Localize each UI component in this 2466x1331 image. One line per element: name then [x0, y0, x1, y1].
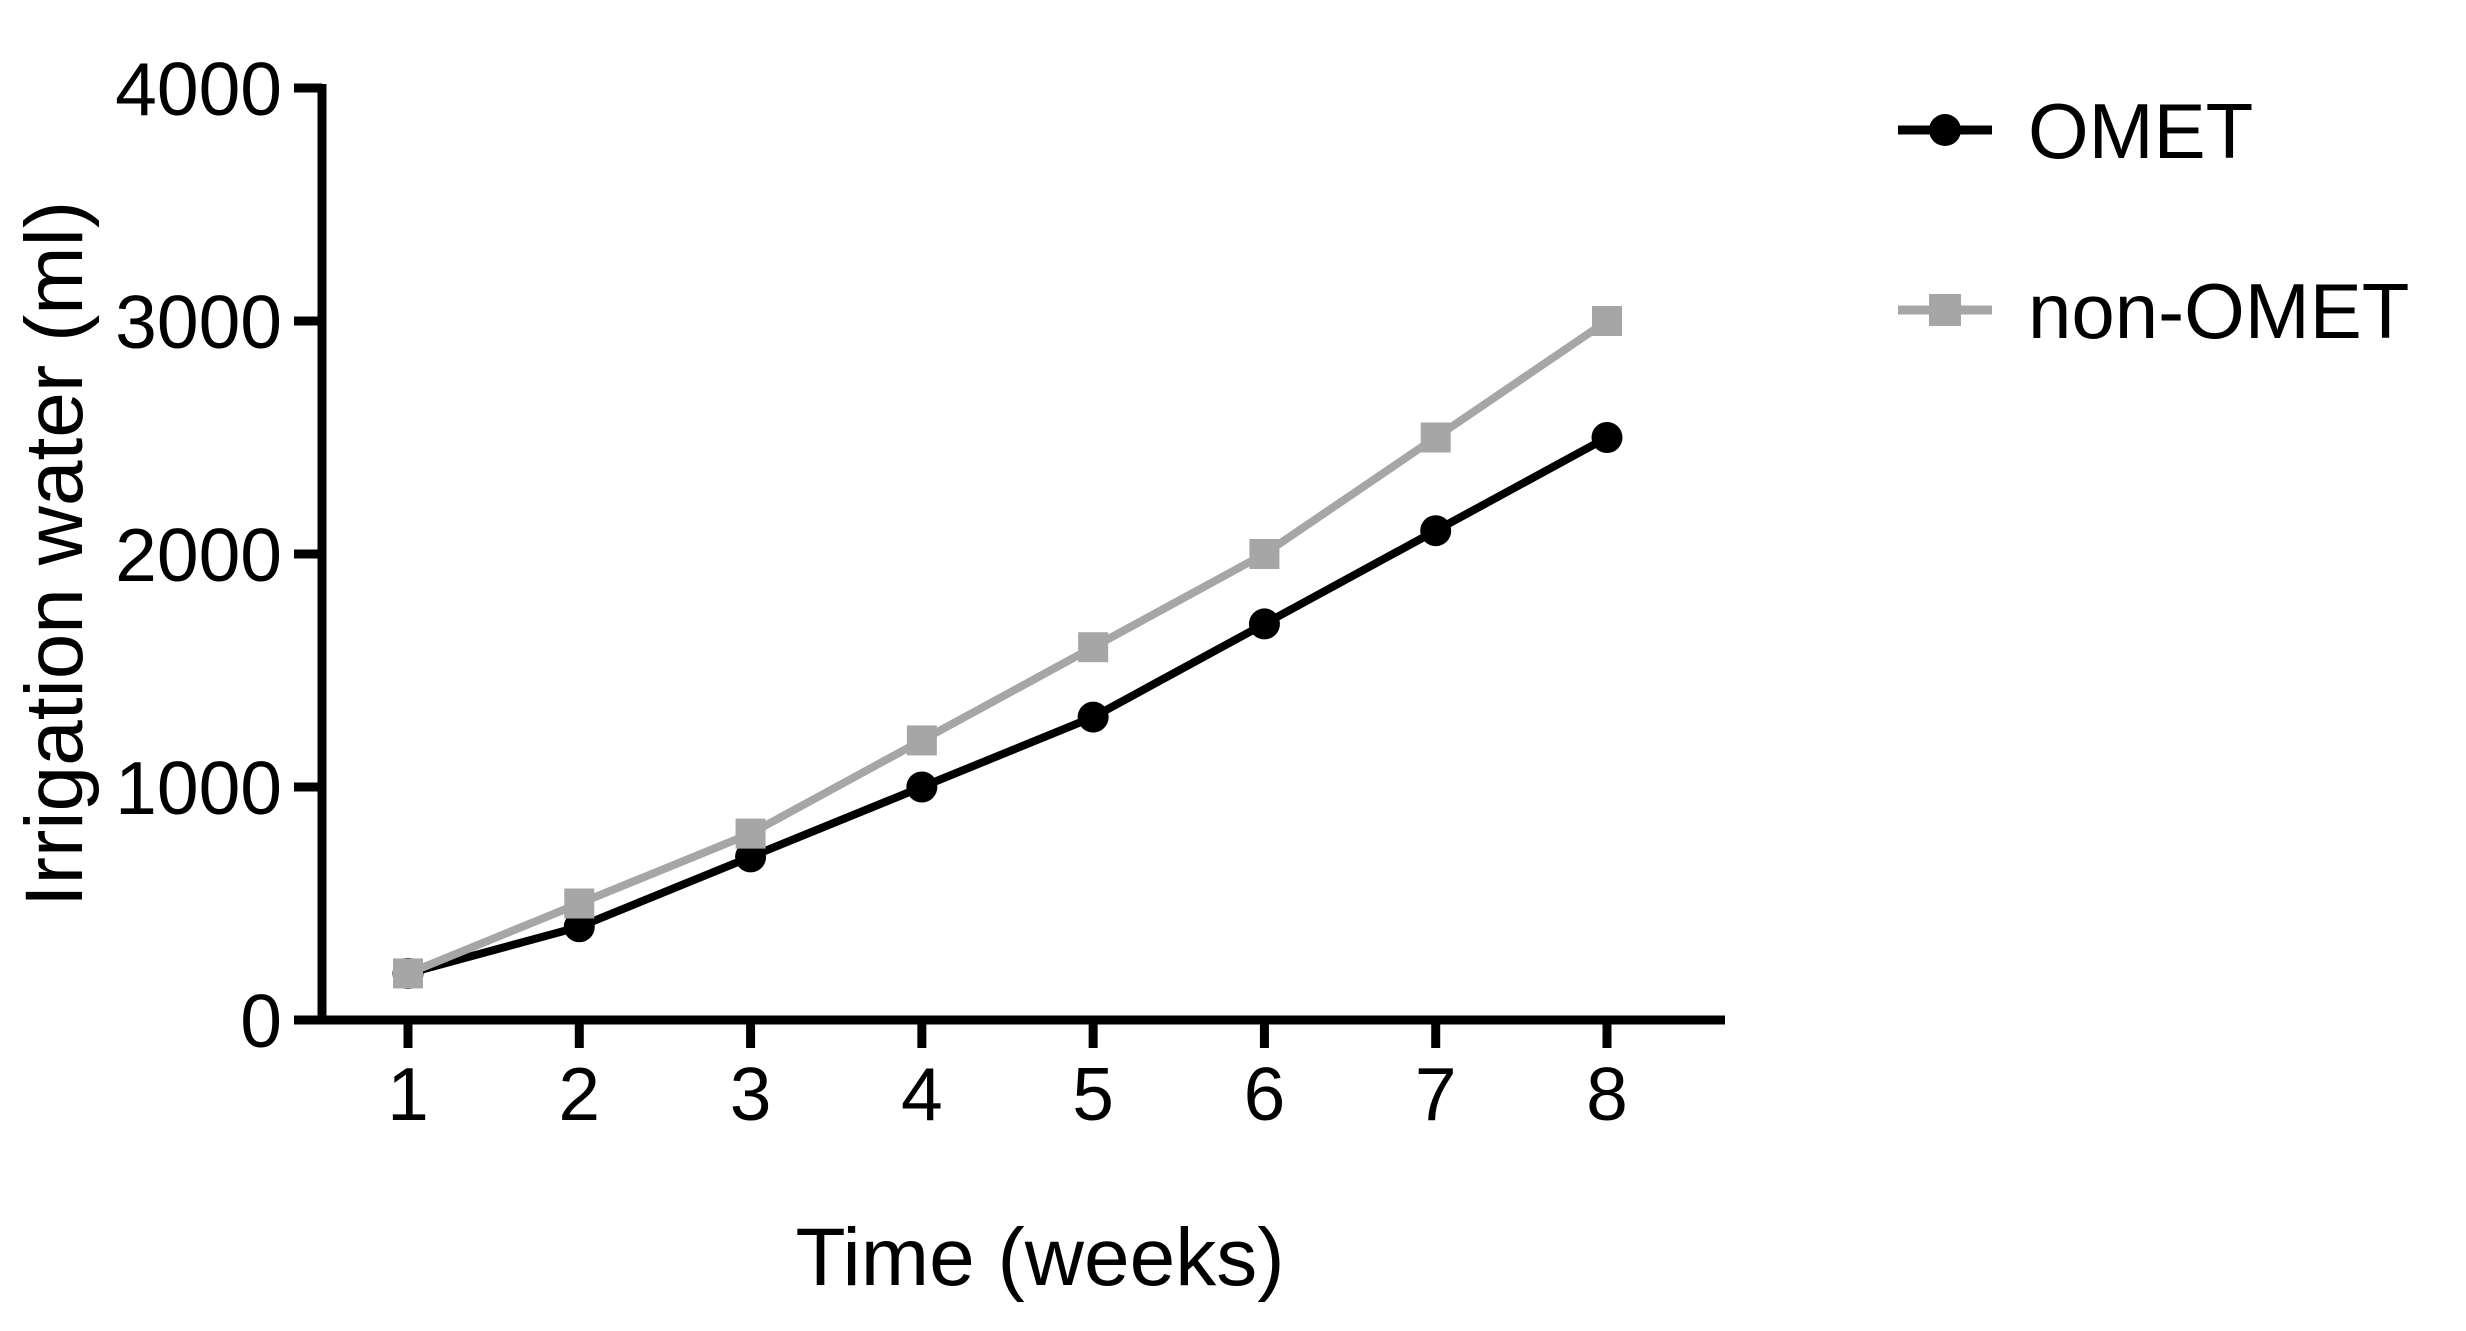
x-tick-label: 8: [1586, 1052, 1628, 1136]
y-tick-label: 4000: [115, 47, 282, 131]
legend: OMET non-OMET: [1898, 87, 2409, 355]
data-point-omet: [735, 841, 767, 873]
series-line-omet: [406, 433, 1609, 978]
data-point-non-omet: [1078, 632, 1109, 663]
series-line-non-omet: [406, 317, 1610, 978]
data-point-non-omet: [1592, 306, 1622, 336]
data-point-non-omet: [1420, 422, 1451, 453]
legend-item-non-omet: non-OMET: [1898, 267, 2409, 355]
plot-area: 0 1000 2000 3000 4000 1 2 3 4 5 6 7 8: [115, 47, 1725, 1136]
legend-marker-square-non-omet: [1929, 294, 1961, 326]
data-point-non-omet: [735, 818, 766, 849]
x-tick-label: 3: [730, 1052, 772, 1136]
x-tick-label: 2: [558, 1052, 600, 1136]
data-point-non-omet: [393, 958, 423, 989]
y-tick-label: 1000: [115, 746, 282, 830]
x-axis-title: Time (weeks): [796, 1212, 1285, 1303]
x-tick-label: 4: [901, 1052, 943, 1136]
y-axis-title: Irrigation water (ml): [9, 201, 100, 907]
data-point-non-omet: [564, 888, 595, 919]
series-non-omet: [393, 306, 1622, 989]
data-point-non-omet: [1249, 539, 1280, 569]
y-tick-label: 2000: [115, 513, 282, 597]
legend-marker-circle-omet: [1929, 114, 1961, 146]
data-point-omet: [906, 771, 938, 803]
data-point-omet: [1077, 701, 1109, 733]
x-tick-label: 6: [1244, 1052, 1286, 1136]
legend-label-omet: OMET: [2028, 87, 2253, 175]
legend-label-non-omet: non-OMET: [2028, 267, 2409, 355]
data-point-omet: [563, 911, 595, 943]
data-point-non-omet: [906, 725, 937, 756]
y-tick-label: 0: [240, 979, 282, 1063]
legend-item-omet: OMET: [1898, 87, 2253, 175]
x-tick-label: 7: [1415, 1052, 1457, 1136]
x-tick-label: 5: [1072, 1052, 1114, 1136]
x-tick-label: 1: [387, 1052, 429, 1136]
data-point-omet: [1248, 608, 1280, 640]
data-point-omet: [1420, 515, 1452, 547]
data-point-omet: [1591, 422, 1623, 453]
y-tick-label: 3000: [115, 280, 282, 364]
